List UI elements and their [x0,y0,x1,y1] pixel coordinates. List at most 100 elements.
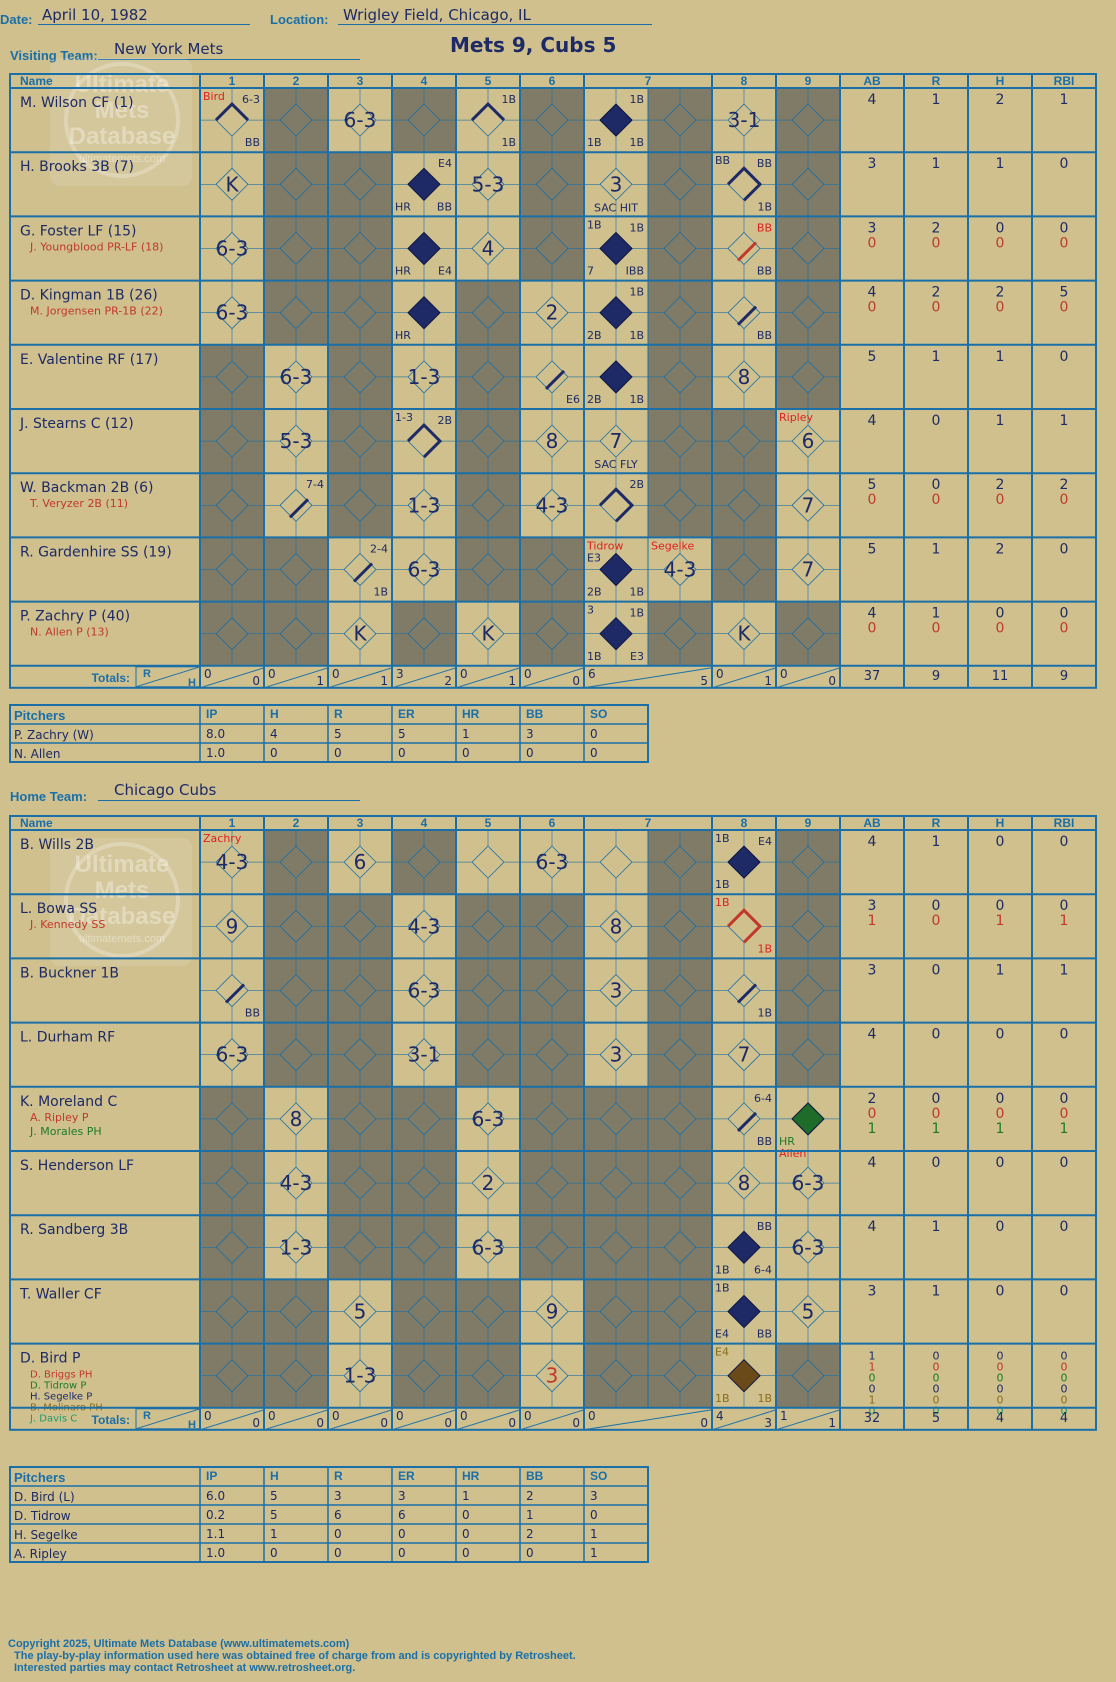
stat-r: 0 [932,621,941,637]
pitchers-header: Pitchers [14,1470,65,1485]
pitch-stat-r: 0 [334,746,342,760]
stat-header-ab: AB [863,74,881,88]
play-annotation: 1B [757,1007,772,1020]
visiting-underline [98,59,360,60]
player-name: T. Waller CF [19,1286,102,1302]
rh-key-r: R [143,1410,151,1422]
scored-run-diamond [599,295,633,330]
scored-run-diamond [599,616,633,651]
stat-r: 2 [932,220,941,236]
date-value: April 10, 1982 [42,6,148,24]
stat-ab: 1 [869,1350,876,1363]
pitch-stat-so: 3 [590,1489,598,1503]
substitute-name: H. Segelke P [30,1392,92,1403]
inning-hits: 1 [316,674,324,688]
stat-h: 0 [996,1283,1005,1299]
stat-rbi: 0 [1060,1155,1069,1171]
stat-h: 0 [996,834,1005,850]
inning-total-slash [583,1409,713,1431]
pitch-header-h: H [270,707,279,721]
stat-r: 0 [932,300,941,316]
inning-total-slash [199,667,265,689]
stat-ab: 3 [868,156,877,172]
stat-h: 0 [997,1372,1004,1385]
base-diamond [727,1102,761,1136]
play-annotation: 2-4 [370,542,388,555]
pitch-stat-er: 6 [398,1508,406,1522]
pitch-stat-er: 0 [398,1527,406,1541]
play-result: 4 [482,237,495,261]
inning-header-7: 7 [645,816,652,830]
date-label: Date: [0,12,33,27]
inning-hits: 0 [252,1416,260,1430]
stat-ab: 4 [868,834,877,850]
play-annotation: 2B [587,393,602,406]
play-result: 1-3 [408,365,441,389]
inning-runs: 6 [588,667,596,681]
play-result: 4-3 [536,493,569,517]
base-diamond [535,360,569,394]
stat-header-rbi: RBI [1054,816,1075,830]
play-result: 6-3 [792,1171,825,1195]
stat-ab: 4 [868,285,877,301]
inning-hits: 0 [316,1416,324,1430]
inning-runs: 1 [780,1409,788,1423]
inning-total-slash [391,1409,457,1431]
stat-r: 0 [932,898,941,914]
rh-key-h: H [188,1419,196,1431]
rh-key-slash [135,666,201,688]
stat-total-ab: 32 [864,1411,881,1426]
play-annotation: 6-3 [242,93,260,106]
stat-rbi: 0 [1060,235,1069,251]
inning-header-8: 8 [741,74,748,88]
stat-h: 0 [996,235,1005,251]
play-annotation: 1B [629,607,644,620]
play-annotation: 1B [715,832,730,845]
stat-rbi: 0 [1061,1405,1068,1418]
rh-key-slash [135,1408,201,1430]
inning-hits: 0 [508,1416,516,1430]
inning-header-4: 4 [421,74,428,88]
pitch-stat-er: 5 [398,727,406,741]
stat-ab: 3 [868,898,877,914]
player-name: P. Zachry P (40) [20,609,130,625]
pitch-header-bb: BB [526,707,544,721]
stat-ab: 3 [868,962,877,978]
pitch-stat-ip: 0.2 [206,1508,225,1522]
pitch-stat-ip: 1.0 [206,1546,225,1560]
base-diamond [471,103,505,137]
pitch-stat-hr: 1 [462,727,470,741]
inning-hits: 1 [380,674,388,688]
pitch-stat-so: 0 [590,1508,598,1522]
inning-header-4: 4 [421,816,428,830]
play-result: 6-3 [472,1107,505,1131]
pitch-stat-er: 3 [398,1489,406,1503]
inning-runs: 0 [268,1409,276,1423]
stat-ab: 0 [869,1405,876,1418]
inning-total-slash [263,667,329,689]
play-annotation: 6-4 [754,1263,772,1276]
scored-run-diamond [727,1230,761,1265]
play-result: 6-3 [472,1235,505,1259]
play-annotation: 1B [373,586,388,599]
pitch-stat-bb: 2 [526,1489,534,1503]
pitch-stat-so: 1 [590,1527,598,1541]
stat-h: 0 [996,1091,1005,1107]
stat-ab: 4 [868,92,877,108]
basepath-line [726,166,763,202]
scored-run-diamond [407,167,441,202]
stat-rbi: 0 [1060,220,1069,236]
inning-total-slash [391,667,457,689]
location-label: Location: [270,12,329,27]
stat-h: 2 [996,541,1005,557]
play-annotation: BB [757,221,772,234]
stat-ab: 4 [868,1155,877,1171]
stat-h: 0 [996,1219,1005,1235]
pitch-header-er: ER [398,1469,415,1483]
base-diamond [599,845,633,879]
stat-total-ab: 37 [864,669,881,684]
play-annotation: 2B [587,329,602,342]
play-annotation: 1-3 [395,411,413,424]
inning-total-slash [327,667,393,689]
play-result: 6-3 [408,558,441,582]
